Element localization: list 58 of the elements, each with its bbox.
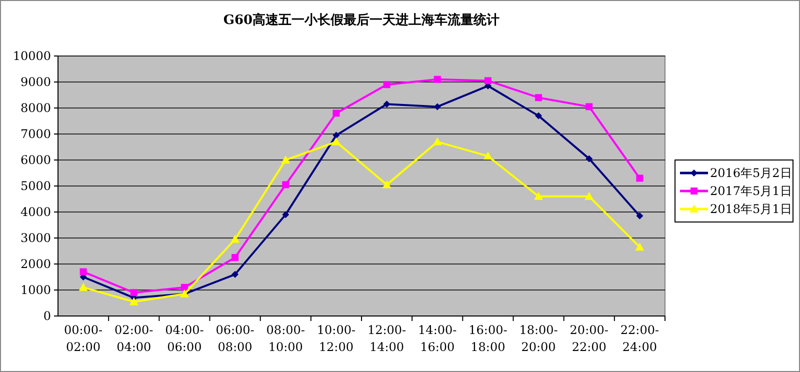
point bbox=[332, 132, 340, 139]
point bbox=[535, 94, 542, 102]
point bbox=[636, 212, 644, 220]
x-tick-label: 22:00-24:00 bbox=[620, 323, 660, 354]
point bbox=[332, 110, 340, 117]
point bbox=[432, 137, 442, 146]
y-tick-label: 7000 bbox=[20, 127, 51, 141]
point bbox=[383, 100, 390, 108]
point bbox=[281, 156, 290, 164]
point bbox=[434, 103, 441, 110]
point bbox=[483, 152, 492, 160]
point bbox=[232, 254, 239, 261]
y-tick-label: 6000 bbox=[20, 153, 51, 167]
y-tick-label: 10000 bbox=[12, 49, 51, 63]
point bbox=[636, 174, 644, 182]
point bbox=[534, 192, 544, 200]
point bbox=[282, 211, 290, 218]
y-tick-label: 0 bbox=[43, 309, 51, 323]
y-tick-label: 1000 bbox=[20, 283, 51, 297]
point bbox=[635, 242, 644, 251]
legend-label: 2017年5月1日 bbox=[710, 184, 792, 198]
y-tick-label: 2000 bbox=[20, 257, 51, 271]
point bbox=[130, 289, 138, 296]
point bbox=[382, 180, 392, 188]
y-tick-label: 9000 bbox=[20, 75, 51, 89]
point bbox=[434, 76, 441, 83]
point bbox=[230, 234, 240, 243]
x-tick-label: 14:00-16:00 bbox=[418, 323, 457, 354]
y-tick-label: 3000 bbox=[20, 231, 51, 245]
point bbox=[584, 192, 594, 200]
x-tick-label: 02:00-04:00 bbox=[114, 323, 154, 354]
point bbox=[180, 284, 188, 291]
point bbox=[383, 81, 390, 88]
point bbox=[129, 297, 138, 306]
x-tick-label: 18:00-20:00 bbox=[519, 323, 558, 354]
x-tick-label: 10:00-12:00 bbox=[316, 323, 356, 354]
point bbox=[78, 282, 88, 291]
legend-label: 2016年5月2日 bbox=[710, 166, 792, 180]
x-tick-label: 12:00-14:00 bbox=[367, 323, 406, 354]
x-tick-label: 16:00-18:00 bbox=[468, 323, 508, 354]
point bbox=[80, 268, 87, 276]
legend-label: 2018年5月1日 bbox=[710, 202, 792, 216]
point bbox=[332, 137, 341, 146]
x-tick-label: 20:00-22:00 bbox=[570, 323, 608, 354]
y-tick-label: 8000 bbox=[20, 101, 51, 115]
chart-title: G60高速五一小长假最后一天进上海车流量统计 bbox=[223, 12, 500, 28]
x-tick-label: 06:00-08:00 bbox=[216, 323, 254, 354]
x-tick-label: 00:00-02:00 bbox=[64, 323, 103, 354]
x-tick-label: 04:00-06:00 bbox=[165, 323, 204, 354]
point bbox=[484, 77, 492, 84]
point bbox=[535, 112, 542, 120]
x-tick-label: 08:00-10:00 bbox=[266, 323, 305, 354]
y-tick-label: 4000 bbox=[20, 205, 51, 219]
y-tick-label: 5000 bbox=[20, 179, 51, 193]
point bbox=[232, 270, 239, 278]
point bbox=[282, 181, 290, 188]
point bbox=[586, 155, 593, 162]
point bbox=[586, 103, 593, 110]
